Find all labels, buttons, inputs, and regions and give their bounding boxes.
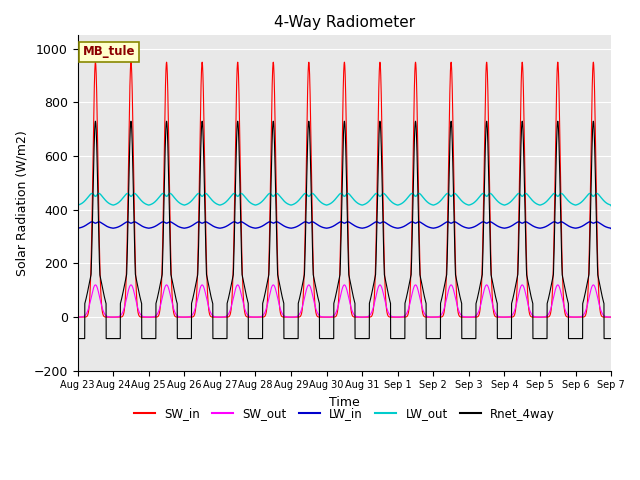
SW_in xyxy=(464,314,472,320)
LW_out xyxy=(464,202,472,208)
Legend: SW_in, SW_out, LW_in, LW_out, Rnet_4way: SW_in, SW_out, LW_in, LW_out, Rnet_4way xyxy=(129,403,560,425)
LW_in xyxy=(435,224,442,230)
Line: SW_in: SW_in xyxy=(77,62,611,317)
SW_in xyxy=(92,60,99,65)
SW_out xyxy=(170,306,177,312)
LW_out xyxy=(435,200,442,205)
Rnet_4way xyxy=(607,336,615,341)
LW_in xyxy=(607,226,615,231)
Title: 4-Way Radiometer: 4-Way Radiometer xyxy=(274,15,415,30)
X-axis label: Time: Time xyxy=(329,396,360,409)
LW_in xyxy=(170,221,177,227)
Rnet_4way xyxy=(170,285,177,291)
SW_in xyxy=(170,310,177,315)
SW_in xyxy=(435,314,442,320)
LW_in xyxy=(202,219,209,225)
SW_in xyxy=(607,314,615,320)
SW_in xyxy=(74,314,81,320)
Y-axis label: Solar Radiation (W/m2): Solar Radiation (W/m2) xyxy=(15,130,28,276)
SW_in xyxy=(324,314,332,320)
SW_out xyxy=(607,314,614,320)
LW_out xyxy=(607,203,615,209)
Rnet_4way xyxy=(92,119,99,124)
SW_out xyxy=(435,314,442,320)
SW_out xyxy=(494,313,502,319)
SW_out xyxy=(464,314,472,320)
LW_in xyxy=(464,225,472,231)
Line: LW_in: LW_in xyxy=(77,222,611,228)
SW_in xyxy=(494,314,502,320)
SW_out xyxy=(607,314,615,320)
LW_out xyxy=(494,199,502,204)
SW_out xyxy=(74,314,81,320)
SW_in xyxy=(607,314,614,320)
Line: SW_out: SW_out xyxy=(77,285,611,317)
Rnet_4way xyxy=(74,336,81,341)
LW_in xyxy=(607,225,614,231)
SW_out xyxy=(92,282,99,288)
Rnet_4way xyxy=(464,336,472,341)
Line: Rnet_4way: Rnet_4way xyxy=(77,121,611,338)
Line: LW_out: LW_out xyxy=(77,193,611,206)
Rnet_4way xyxy=(435,336,442,341)
LW_in xyxy=(324,225,332,231)
Rnet_4way xyxy=(607,336,614,341)
LW_out xyxy=(170,194,177,200)
LW_out xyxy=(74,202,81,208)
Rnet_4way xyxy=(494,336,502,341)
LW_out xyxy=(607,202,614,208)
Rnet_4way xyxy=(324,336,332,341)
LW_in xyxy=(74,225,81,231)
LW_out xyxy=(324,202,332,207)
SW_out xyxy=(324,314,332,320)
LW_out xyxy=(124,191,131,196)
LW_in xyxy=(494,224,502,229)
Text: MB_tule: MB_tule xyxy=(83,46,136,59)
